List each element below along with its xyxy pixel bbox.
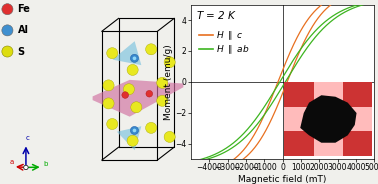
Circle shape — [157, 95, 168, 106]
Circle shape — [2, 46, 13, 57]
Circle shape — [130, 126, 139, 135]
X-axis label: Magnetic field (mT): Magnetic field (mT) — [239, 175, 327, 184]
Circle shape — [107, 48, 118, 59]
Text: a: a — [10, 159, 14, 165]
Polygon shape — [117, 126, 141, 150]
Circle shape — [130, 54, 139, 62]
Text: $T$ = 2 K: $T$ = 2 K — [197, 9, 237, 21]
Circle shape — [146, 44, 157, 55]
Circle shape — [24, 165, 28, 170]
Polygon shape — [93, 80, 183, 117]
Circle shape — [131, 102, 142, 113]
Circle shape — [2, 4, 13, 15]
Text: S: S — [18, 47, 25, 56]
Text: b: b — [43, 161, 48, 167]
Circle shape — [123, 84, 135, 95]
Circle shape — [133, 129, 136, 132]
Circle shape — [103, 80, 114, 91]
Circle shape — [164, 131, 175, 142]
Text: Fe: Fe — [18, 4, 31, 14]
Circle shape — [127, 135, 138, 146]
Circle shape — [103, 98, 114, 109]
Y-axis label: Moment (emu/g): Moment (emu/g) — [164, 44, 173, 120]
Circle shape — [157, 77, 168, 88]
Text: c: c — [25, 135, 29, 141]
Circle shape — [164, 57, 175, 68]
Circle shape — [146, 91, 153, 97]
Text: Al: Al — [18, 25, 29, 35]
Circle shape — [2, 25, 13, 36]
Legend: $H$ $\parallel$ $c$, $H$ $\parallel$ $ab$: $H$ $\parallel$ $c$, $H$ $\parallel$ $ab… — [199, 29, 249, 56]
Circle shape — [146, 122, 157, 133]
Circle shape — [122, 92, 129, 98]
Circle shape — [127, 64, 138, 75]
Circle shape — [107, 118, 118, 130]
Circle shape — [133, 56, 136, 60]
Polygon shape — [112, 41, 141, 65]
